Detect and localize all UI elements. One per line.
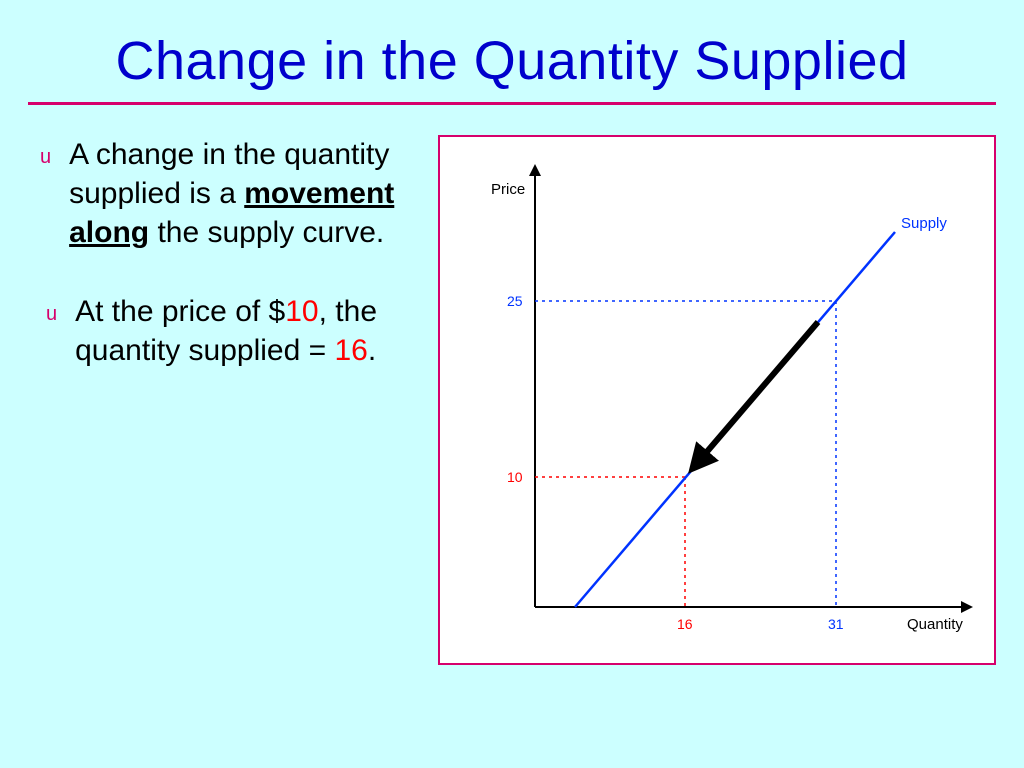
svg-text:Price: Price bbox=[491, 181, 525, 198]
svg-text:10: 10 bbox=[507, 469, 523, 485]
slide-title: Change in the Quantity Supplied bbox=[0, 0, 1024, 102]
b2-qty: 16 bbox=[334, 334, 367, 367]
svg-text:Supply: Supply bbox=[901, 215, 947, 232]
content-row: u A change in the quantity supplied is a… bbox=[0, 105, 1024, 665]
supply-chart: Price Quantity Supply 25 10 16 31 bbox=[440, 137, 988, 663]
chart-panel: Price Quantity Supply 25 10 16 31 bbox=[438, 135, 996, 665]
svg-text:16: 16 bbox=[677, 616, 693, 632]
b2-price: 10 bbox=[285, 295, 318, 328]
bullet-2: u At the price of $10, the quantity supp… bbox=[46, 292, 428, 370]
svg-text:25: 25 bbox=[507, 293, 523, 309]
b2-end: . bbox=[368, 334, 376, 367]
bullet-1: u A change in the quantity supplied is a… bbox=[40, 135, 428, 252]
bullet-marker: u bbox=[46, 292, 57, 370]
bullet-2-text: At the price of $10, the quantity suppli… bbox=[75, 292, 428, 370]
bullet-1-text: A change in the quantity supplied is a m… bbox=[69, 135, 428, 252]
svg-text:31: 31 bbox=[828, 616, 844, 632]
bullet-marker: u bbox=[40, 135, 51, 252]
b2-pre: At the price of $ bbox=[75, 295, 285, 328]
b1-post: the supply curve. bbox=[149, 216, 384, 249]
bullets-column: u A change in the quantity supplied is a… bbox=[28, 135, 428, 665]
svg-text:Quantity: Quantity bbox=[907, 616, 963, 633]
